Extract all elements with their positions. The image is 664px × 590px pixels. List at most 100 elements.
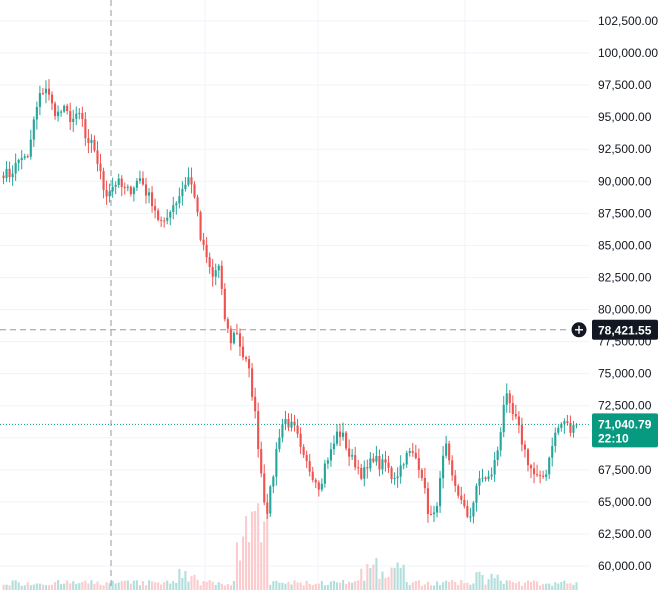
volume-bar (217, 582, 220, 590)
candle-body (457, 485, 460, 496)
candle-body (23, 156, 26, 158)
volume-bar (117, 582, 120, 590)
volume-bar (8, 585, 11, 590)
volume-bar (129, 583, 132, 590)
candle-body (11, 173, 14, 178)
candle-body (493, 459, 496, 475)
volume-bar (141, 581, 145, 590)
volume-bar (160, 584, 163, 590)
candle-body (87, 138, 90, 144)
volume-bar (293, 580, 296, 590)
candle-body (241, 346, 245, 358)
volume-bar (11, 580, 14, 590)
y-tick-label: 67,500.00 (598, 463, 652, 477)
volume-bar (144, 585, 148, 590)
candle-body (566, 421, 569, 424)
y-tick-label: 72,500.00 (598, 399, 652, 413)
volume-bar (154, 582, 157, 590)
candle-body (439, 478, 442, 507)
volume-bar (305, 580, 308, 590)
candle-body (502, 404, 505, 433)
volume-bar (241, 536, 245, 590)
volume-bar (414, 581, 417, 590)
y-tick-label: 87,500.00 (598, 206, 652, 220)
candle-body (302, 446, 305, 455)
candle-body (254, 396, 257, 412)
candle-body (505, 393, 508, 405)
candle-body (469, 516, 472, 518)
volume-bar (208, 580, 211, 590)
volume-bar (248, 542, 251, 590)
candle-body (251, 368, 254, 397)
candle-body (2, 175, 5, 179)
last-price-badge (592, 413, 658, 448)
candle-body (96, 150, 99, 164)
candle-body (417, 458, 420, 470)
volume-bar (369, 568, 372, 590)
candle-body (147, 192, 151, 196)
candle-body (387, 462, 390, 468)
candles (2, 79, 578, 524)
volume-bar (93, 583, 96, 590)
volume-bar (175, 582, 178, 590)
volume-bar (157, 582, 160, 590)
volume-bar (326, 584, 329, 590)
volume-bar (108, 583, 111, 590)
candle-body (217, 265, 220, 271)
volume-bar (290, 584, 293, 590)
candle-body (81, 113, 84, 120)
candle-body (75, 113, 78, 119)
y-tick-label: 85,000.00 (598, 238, 652, 252)
candle-body (108, 191, 111, 197)
candle-body (554, 432, 557, 447)
candle-body (229, 328, 232, 344)
volume-bar (526, 580, 530, 590)
candle-body (293, 421, 296, 426)
volume-bar (411, 582, 414, 590)
volume-bar (20, 585, 23, 590)
candle-body (332, 443, 336, 450)
volume-bar (184, 571, 187, 590)
volume-bar (29, 585, 32, 590)
price-axis[interactable]: 102,500.00 100,000.00 97,500.00 95,000.00 92… (598, 14, 658, 573)
volume-bar (299, 582, 302, 590)
candle-body (414, 452, 417, 459)
candle-body (263, 473, 266, 503)
volume-bar (490, 573, 493, 590)
y-tick-label: 62,500.00 (598, 527, 652, 541)
candle-body (472, 502, 475, 517)
candle-body (57, 111, 60, 117)
volume-bar (296, 582, 299, 590)
candle-body (202, 239, 205, 245)
volume-bar (120, 581, 123, 590)
volume-bar (487, 579, 490, 590)
candle-body (78, 113, 81, 115)
volume-bar (435, 581, 439, 590)
volume-bar (405, 582, 408, 590)
volume-bar (393, 567, 396, 590)
candle-body (154, 206, 157, 211)
volume-bar (35, 583, 38, 590)
add-alert-button[interactable] (571, 322, 587, 338)
volume-bar (53, 582, 57, 590)
volume-bar (445, 580, 448, 590)
volume-bar (166, 580, 169, 590)
volume-bar (238, 560, 242, 590)
volume-bar (472, 583, 475, 590)
candle-body (157, 210, 160, 220)
volume-bar (448, 581, 451, 590)
candle-body (41, 93, 44, 95)
candle-body (569, 423, 572, 433)
candle-body (545, 474, 548, 477)
volume-bar (575, 582, 578, 590)
candle-body (484, 477, 487, 480)
candle-body (160, 219, 163, 221)
candle-body (17, 159, 20, 163)
candle-body (181, 188, 184, 197)
candle-body (284, 418, 287, 425)
volume-bar (284, 583, 287, 590)
volume-bar (317, 583, 320, 590)
volume-bar (505, 580, 508, 590)
